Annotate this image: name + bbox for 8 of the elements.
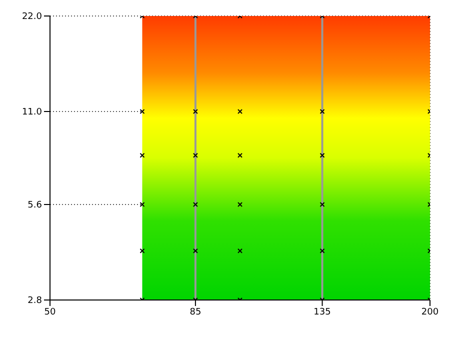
y-tick-label: 5.6 (28, 200, 42, 211)
x-tick-label: 85 (190, 307, 202, 318)
y-tick-label: 2.8 (28, 296, 42, 306)
x-tick-label: 200 (421, 307, 439, 318)
x-tick-label: 135 (314, 307, 331, 318)
y-tick-label: 22.0 (22, 12, 42, 22)
y-tick-label: 11.0 (22, 108, 42, 118)
x-tick-label: 50 (44, 307, 56, 318)
